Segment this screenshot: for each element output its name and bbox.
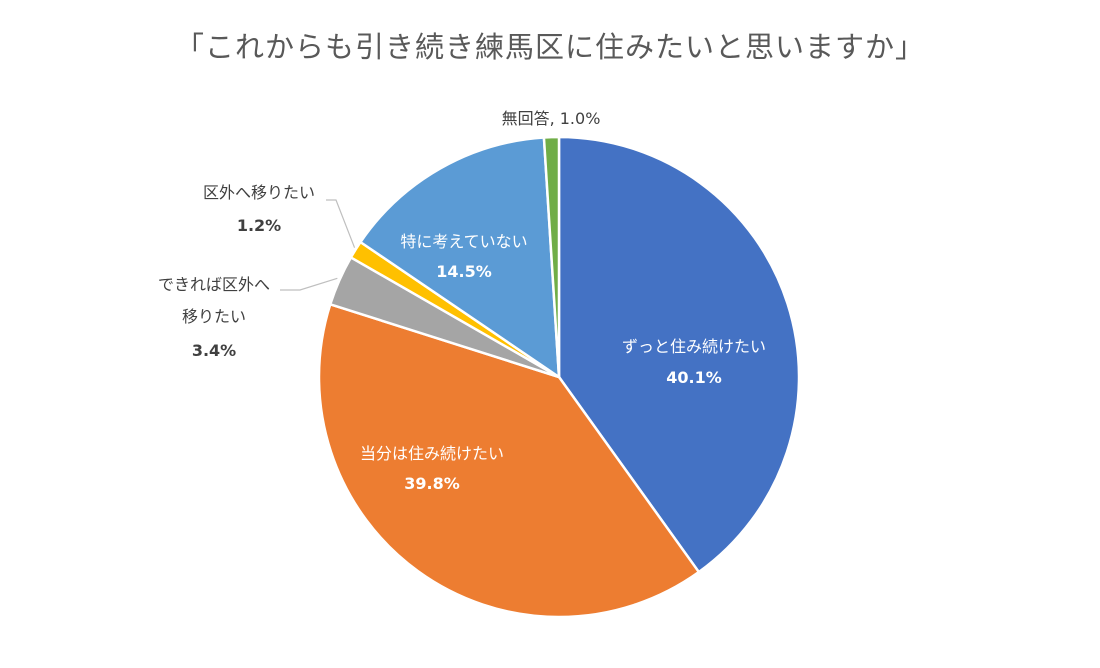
- leader-lines: [280, 199, 356, 291]
- data-label-value: 39.8%: [404, 474, 460, 493]
- data-label-value: 1.2%: [237, 216, 281, 235]
- leader-line: [326, 199, 356, 248]
- data-label-category: ずっと住み続けたい: [622, 337, 766, 356]
- chart-title: 「これからも引き続き練馬区に住みたいと思いますか」: [175, 30, 925, 64]
- data-label-value: 14.5%: [436, 262, 492, 281]
- data-label-category: 区外へ移りたい: [203, 183, 315, 202]
- data-label-value: 40.1%: [666, 368, 722, 387]
- data-label-value: 3.4%: [192, 341, 236, 360]
- pie-slice-5: [359, 136, 561, 379]
- pie-slice-1: [557, 135, 801, 574]
- data-label-category: できれば区外へ: [158, 275, 270, 294]
- data-label-category: 無回答, 1.0%: [502, 109, 601, 128]
- data-label-category: 特に考えていない: [400, 232, 527, 251]
- pie-slice-2: [317, 303, 701, 619]
- data-label-category: 当分は住み続けたい: [360, 444, 504, 463]
- data-label-category: 移りたい: [182, 307, 246, 326]
- leader-line: [280, 277, 338, 291]
- pie-slice-6: [542, 135, 561, 379]
- pie-slices: [317, 135, 801, 619]
